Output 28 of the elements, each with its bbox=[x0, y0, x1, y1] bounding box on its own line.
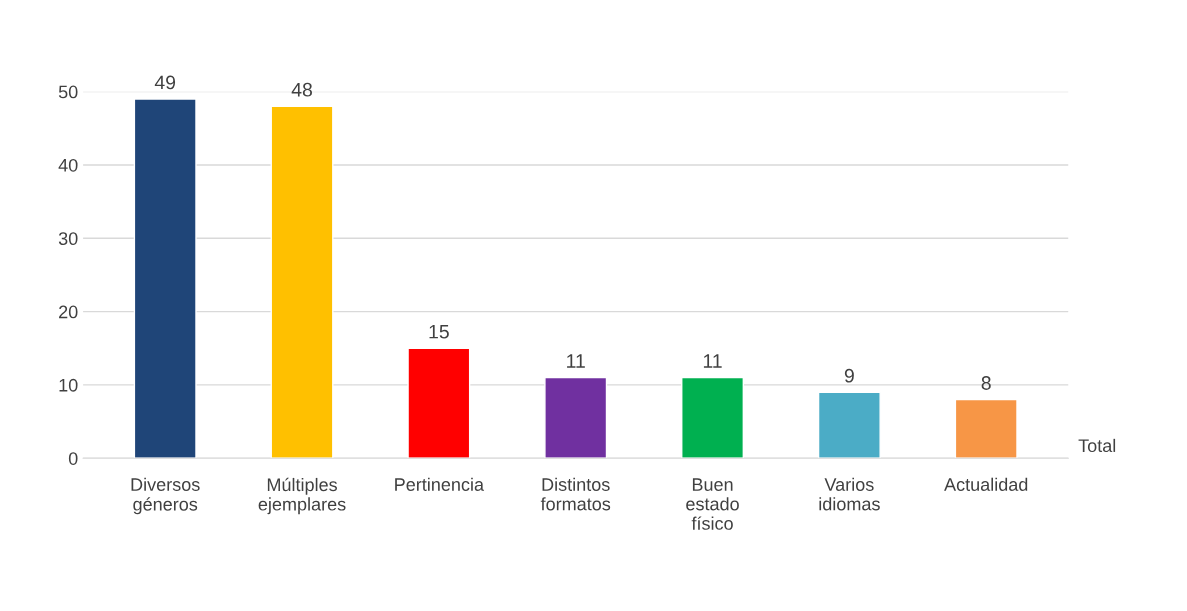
y-tick-label: 40 bbox=[58, 158, 78, 172]
y-tick-label: 0 bbox=[68, 452, 78, 465]
x-tick-label: Múltiples ejemplares bbox=[258, 477, 346, 515]
x-tick-label: Buen estado físico bbox=[686, 478, 739, 530]
x-tick-label: Varios idiomas bbox=[819, 477, 880, 511]
y-tick-label: 20 bbox=[59, 305, 78, 319]
data-label: 11 bbox=[567, 354, 585, 368]
x-tick-label: Distintos formatos bbox=[540, 477, 611, 511]
data-label: 48 bbox=[291, 82, 312, 97]
y-tick-label: 30 bbox=[58, 232, 78, 246]
data-label: 9 bbox=[844, 368, 854, 383]
data-label: 15 bbox=[429, 324, 449, 339]
text: Total bbox=[1078, 438, 1116, 453]
y-tick-label: 10 bbox=[59, 378, 78, 392]
bar bbox=[133, 98, 197, 459]
bar bbox=[544, 376, 608, 459]
bar bbox=[270, 105, 334, 459]
data-label: 8 bbox=[981, 376, 991, 390]
y-tick-label: 50 bbox=[58, 85, 78, 99]
bar bbox=[817, 391, 881, 459]
data-label: 11 bbox=[703, 354, 722, 368]
bar bbox=[954, 398, 1018, 459]
data-label: 49 bbox=[154, 75, 176, 90]
bar bbox=[407, 347, 471, 459]
bar bbox=[681, 376, 745, 459]
x-tick-label: Diversos géneros bbox=[131, 477, 200, 515]
x-tick-label: Pertinencia bbox=[395, 477, 485, 491]
x-tick-label: Actualidad bbox=[944, 477, 1028, 491]
